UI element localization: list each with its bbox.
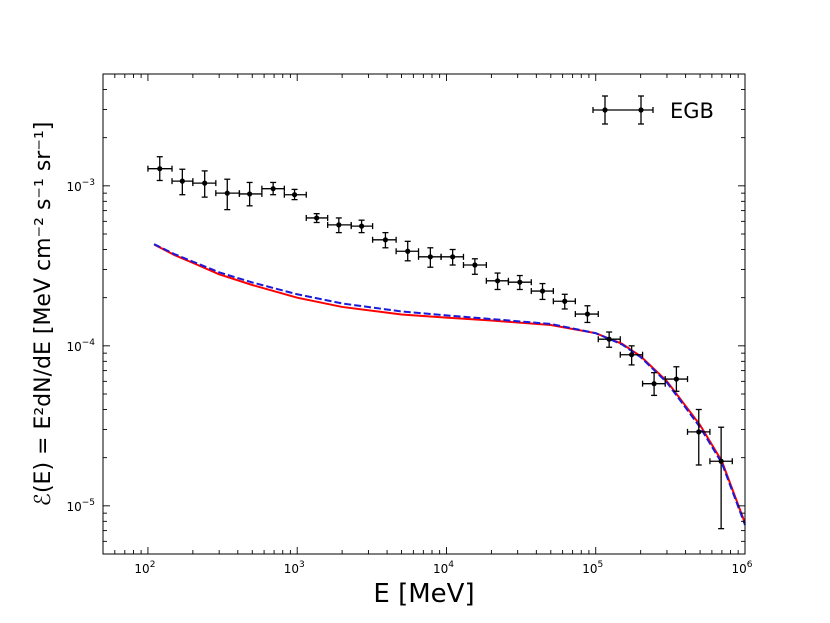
- x-tick-label: 102: [134, 560, 155, 576]
- data-marker: [673, 376, 679, 382]
- egb-point: [664, 366, 689, 392]
- x-tick-label: 105: [582, 560, 603, 576]
- legend-marker-dot: [602, 107, 608, 113]
- egb-point: [552, 293, 576, 310]
- egb-point: [597, 331, 621, 348]
- data-marker: [450, 254, 456, 260]
- egb-point: [147, 156, 173, 182]
- x-axis-title: E [MeV]: [373, 579, 474, 609]
- y-axis-title: ℰ(E) = E²dN/dE [MeV cm⁻² s⁻¹ sr⁻¹]: [31, 122, 56, 507]
- data-marker: [584, 311, 591, 317]
- axis-ticks: [102, 73, 746, 554]
- egb-point: [417, 247, 442, 268]
- model-curves: [153, 243, 746, 526]
- egb-point: [619, 345, 644, 366]
- data-marker: [247, 191, 253, 197]
- data-marker: [427, 254, 433, 260]
- egb-point: [327, 217, 352, 234]
- data-marker: [494, 278, 501, 284]
- legend-label-egb: EGB: [670, 99, 714, 123]
- egb-data-points: [147, 156, 733, 530]
- data-marker: [718, 458, 724, 464]
- egb-point: [371, 231, 397, 249]
- data-marker: [382, 237, 389, 243]
- x-tick-label: 103: [284, 560, 305, 576]
- axis-tick-labels: 102 103 104 105 106 10−5 10−4 10−3: [66, 178, 752, 576]
- egb-point: [283, 188, 307, 201]
- x-tick-label: 104: [433, 560, 454, 576]
- data-marker: [224, 190, 230, 196]
- egb-point: [440, 248, 465, 266]
- data-marker: [202, 180, 208, 186]
- egb-point: [305, 213, 329, 224]
- egb-point: [709, 426, 733, 530]
- model-curve-blue-dashed: [153, 243, 746, 526]
- egb-point: [485, 272, 510, 291]
- egb-point: [686, 408, 711, 466]
- data-marker: [336, 222, 342, 228]
- data-marker: [358, 223, 365, 229]
- egb-point: [507, 274, 532, 291]
- egb-point: [462, 258, 487, 275]
- plot-frame: [102, 73, 746, 555]
- data-marker: [539, 288, 546, 294]
- data-marker: [606, 336, 612, 342]
- data-marker: [472, 262, 478, 268]
- data-marker: [562, 298, 568, 304]
- egb-point: [192, 170, 217, 198]
- x-tick-label: 106: [731, 560, 752, 576]
- egb-point: [530, 282, 554, 301]
- data-marker: [696, 429, 702, 435]
- y-tick-label: 10−3: [66, 178, 95, 194]
- egb-point: [395, 240, 420, 262]
- egb-point: [641, 371, 666, 397]
- y-tick-label: 10−4: [66, 338, 95, 354]
- egb-point: [238, 181, 263, 207]
- egb-point: [574, 305, 599, 324]
- egb-point: [171, 168, 194, 196]
- data-marker: [629, 352, 635, 358]
- data-marker: [270, 186, 276, 192]
- data-marker: [291, 192, 298, 198]
- legend-marker-dot: [638, 107, 644, 113]
- egb-point: [261, 181, 285, 196]
- egb-point: [215, 178, 241, 211]
- data-marker: [157, 166, 163, 172]
- legend-marker-egb: [592, 95, 654, 125]
- egb-point: [350, 219, 374, 234]
- data-marker: [517, 279, 523, 285]
- y-tick-label: 10−5: [66, 498, 95, 514]
- data-marker: [405, 248, 411, 254]
- legend: EGB: [592, 95, 714, 125]
- model-curve-red: [153, 243, 746, 524]
- data-marker: [314, 215, 320, 221]
- data-marker: [651, 381, 657, 387]
- data-marker: [179, 178, 185, 184]
